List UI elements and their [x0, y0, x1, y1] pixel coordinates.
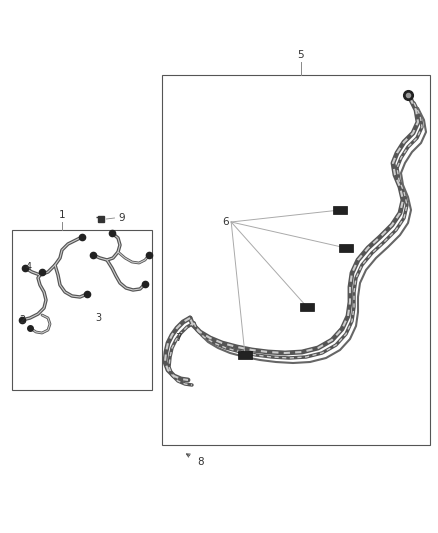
- Bar: [333, 206, 347, 214]
- Bar: [162, 75, 430, 445]
- Bar: [339, 244, 353, 252]
- Bar: [12, 230, 152, 390]
- Text: 4: 4: [26, 262, 32, 272]
- Text: 3: 3: [95, 313, 101, 323]
- Text: 6: 6: [223, 217, 229, 227]
- Bar: [300, 303, 314, 311]
- Text: 8: 8: [197, 457, 204, 467]
- Bar: [238, 351, 252, 359]
- Text: 2: 2: [19, 315, 25, 325]
- Text: 1: 1: [59, 210, 65, 220]
- Text: 7: 7: [175, 333, 182, 343]
- Text: 5: 5: [298, 50, 304, 60]
- Text: 9: 9: [118, 213, 125, 223]
